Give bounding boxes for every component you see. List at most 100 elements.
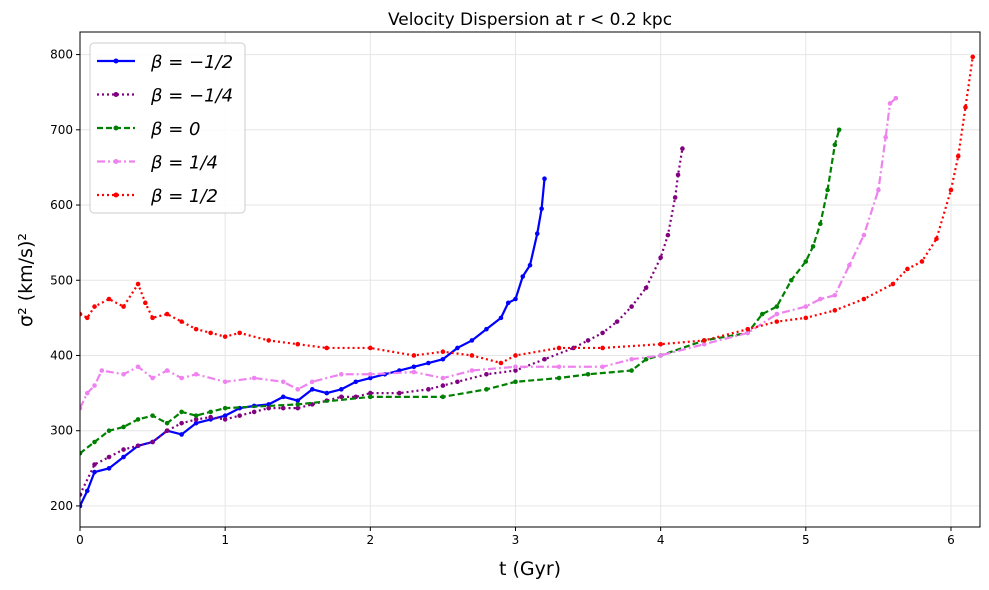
data-point [498, 315, 504, 321]
data-point [963, 104, 968, 110]
data-point [193, 326, 199, 332]
legend-label: β = −1/4 [150, 86, 233, 107]
data-point [955, 153, 961, 159]
data-point [469, 353, 475, 358]
data-point [970, 54, 976, 60]
data-point [135, 281, 141, 287]
data-point [222, 334, 228, 339]
data-point [411, 369, 417, 375]
data-point [847, 262, 852, 268]
data-point [803, 304, 809, 309]
data-point [836, 127, 842, 133]
data-point [150, 413, 155, 418]
data-point [887, 101, 893, 106]
data-point [295, 405, 301, 411]
data-point [658, 353, 663, 358]
data-point [368, 371, 373, 377]
data-point [251, 375, 257, 381]
data-point [397, 390, 402, 396]
data-point [295, 341, 301, 347]
x-tick-label: 2 [367, 533, 375, 547]
data-point [121, 371, 126, 377]
data-point [84, 390, 90, 396]
data-point [222, 413, 228, 418]
data-point [527, 262, 533, 268]
data-point [934, 236, 939, 242]
data-point [469, 338, 475, 343]
data-point [179, 375, 184, 381]
data-point [774, 311, 780, 317]
x-tick-label: 6 [947, 533, 955, 547]
data-point [80, 503, 83, 509]
data-point [280, 379, 286, 385]
data-point [665, 232, 671, 238]
data-point [556, 364, 562, 370]
data-point [542, 356, 547, 362]
data-point [774, 319, 780, 324]
data-point [675, 172, 681, 178]
data-point [818, 221, 823, 227]
data-point [106, 466, 112, 471]
data-point [440, 349, 446, 355]
data-point [135, 417, 141, 422]
data-point [324, 390, 330, 396]
y-tick-label: 700 [50, 123, 73, 137]
data-point [513, 368, 518, 373]
data-point [893, 95, 899, 101]
data-point [179, 409, 184, 415]
data-point [520, 274, 526, 279]
data-point [585, 338, 591, 343]
data-point [179, 432, 184, 437]
data-point [600, 345, 605, 351]
data-point [440, 394, 446, 400]
data-point [324, 345, 330, 351]
data-point [411, 364, 417, 370]
y-tick-label: 600 [50, 198, 73, 212]
legend-box [89, 42, 246, 214]
data-point [338, 394, 344, 400]
legend-item: β = −1/2 [97, 52, 233, 73]
data-point [150, 439, 155, 445]
y-tick-label: 400 [50, 348, 73, 362]
legend-marker [113, 159, 119, 164]
legend-item: β = 0 [97, 119, 200, 140]
data-point [193, 413, 199, 418]
legend-marker [113, 92, 119, 97]
x-tick-label: 1 [221, 533, 229, 547]
x-tick-label: 4 [657, 533, 665, 547]
data-point [309, 379, 315, 385]
data-point [658, 255, 663, 260]
data-point [368, 394, 373, 400]
data-point [513, 353, 518, 358]
data-point [455, 379, 460, 385]
data-point [803, 259, 809, 264]
data-point [919, 259, 925, 264]
data-point [672, 195, 678, 200]
data-point [832, 142, 838, 148]
data-point [643, 285, 649, 291]
data-point [80, 450, 83, 456]
legend-label: β = 1/4 [150, 153, 218, 174]
data-point [280, 405, 286, 411]
data-point [222, 417, 228, 422]
data-point [876, 187, 881, 193]
data-point [818, 296, 823, 302]
legend-item: β = 1/2 [97, 186, 218, 207]
data-point [121, 454, 126, 460]
data-point [208, 414, 213, 420]
y-tick-label: 200 [50, 499, 73, 513]
data-point [585, 371, 591, 377]
data-point [469, 368, 475, 373]
series-line [80, 56, 974, 365]
x-axis-label: t (Gyr) [499, 558, 561, 580]
data-point [556, 345, 562, 351]
data-point [890, 281, 896, 287]
data-point [150, 375, 155, 381]
data-point [353, 379, 359, 385]
data-point [208, 330, 213, 336]
data-point [84, 488, 90, 494]
data-point [440, 356, 446, 362]
data-point [629, 304, 634, 309]
data-point [534, 231, 540, 236]
data-point [600, 330, 605, 336]
